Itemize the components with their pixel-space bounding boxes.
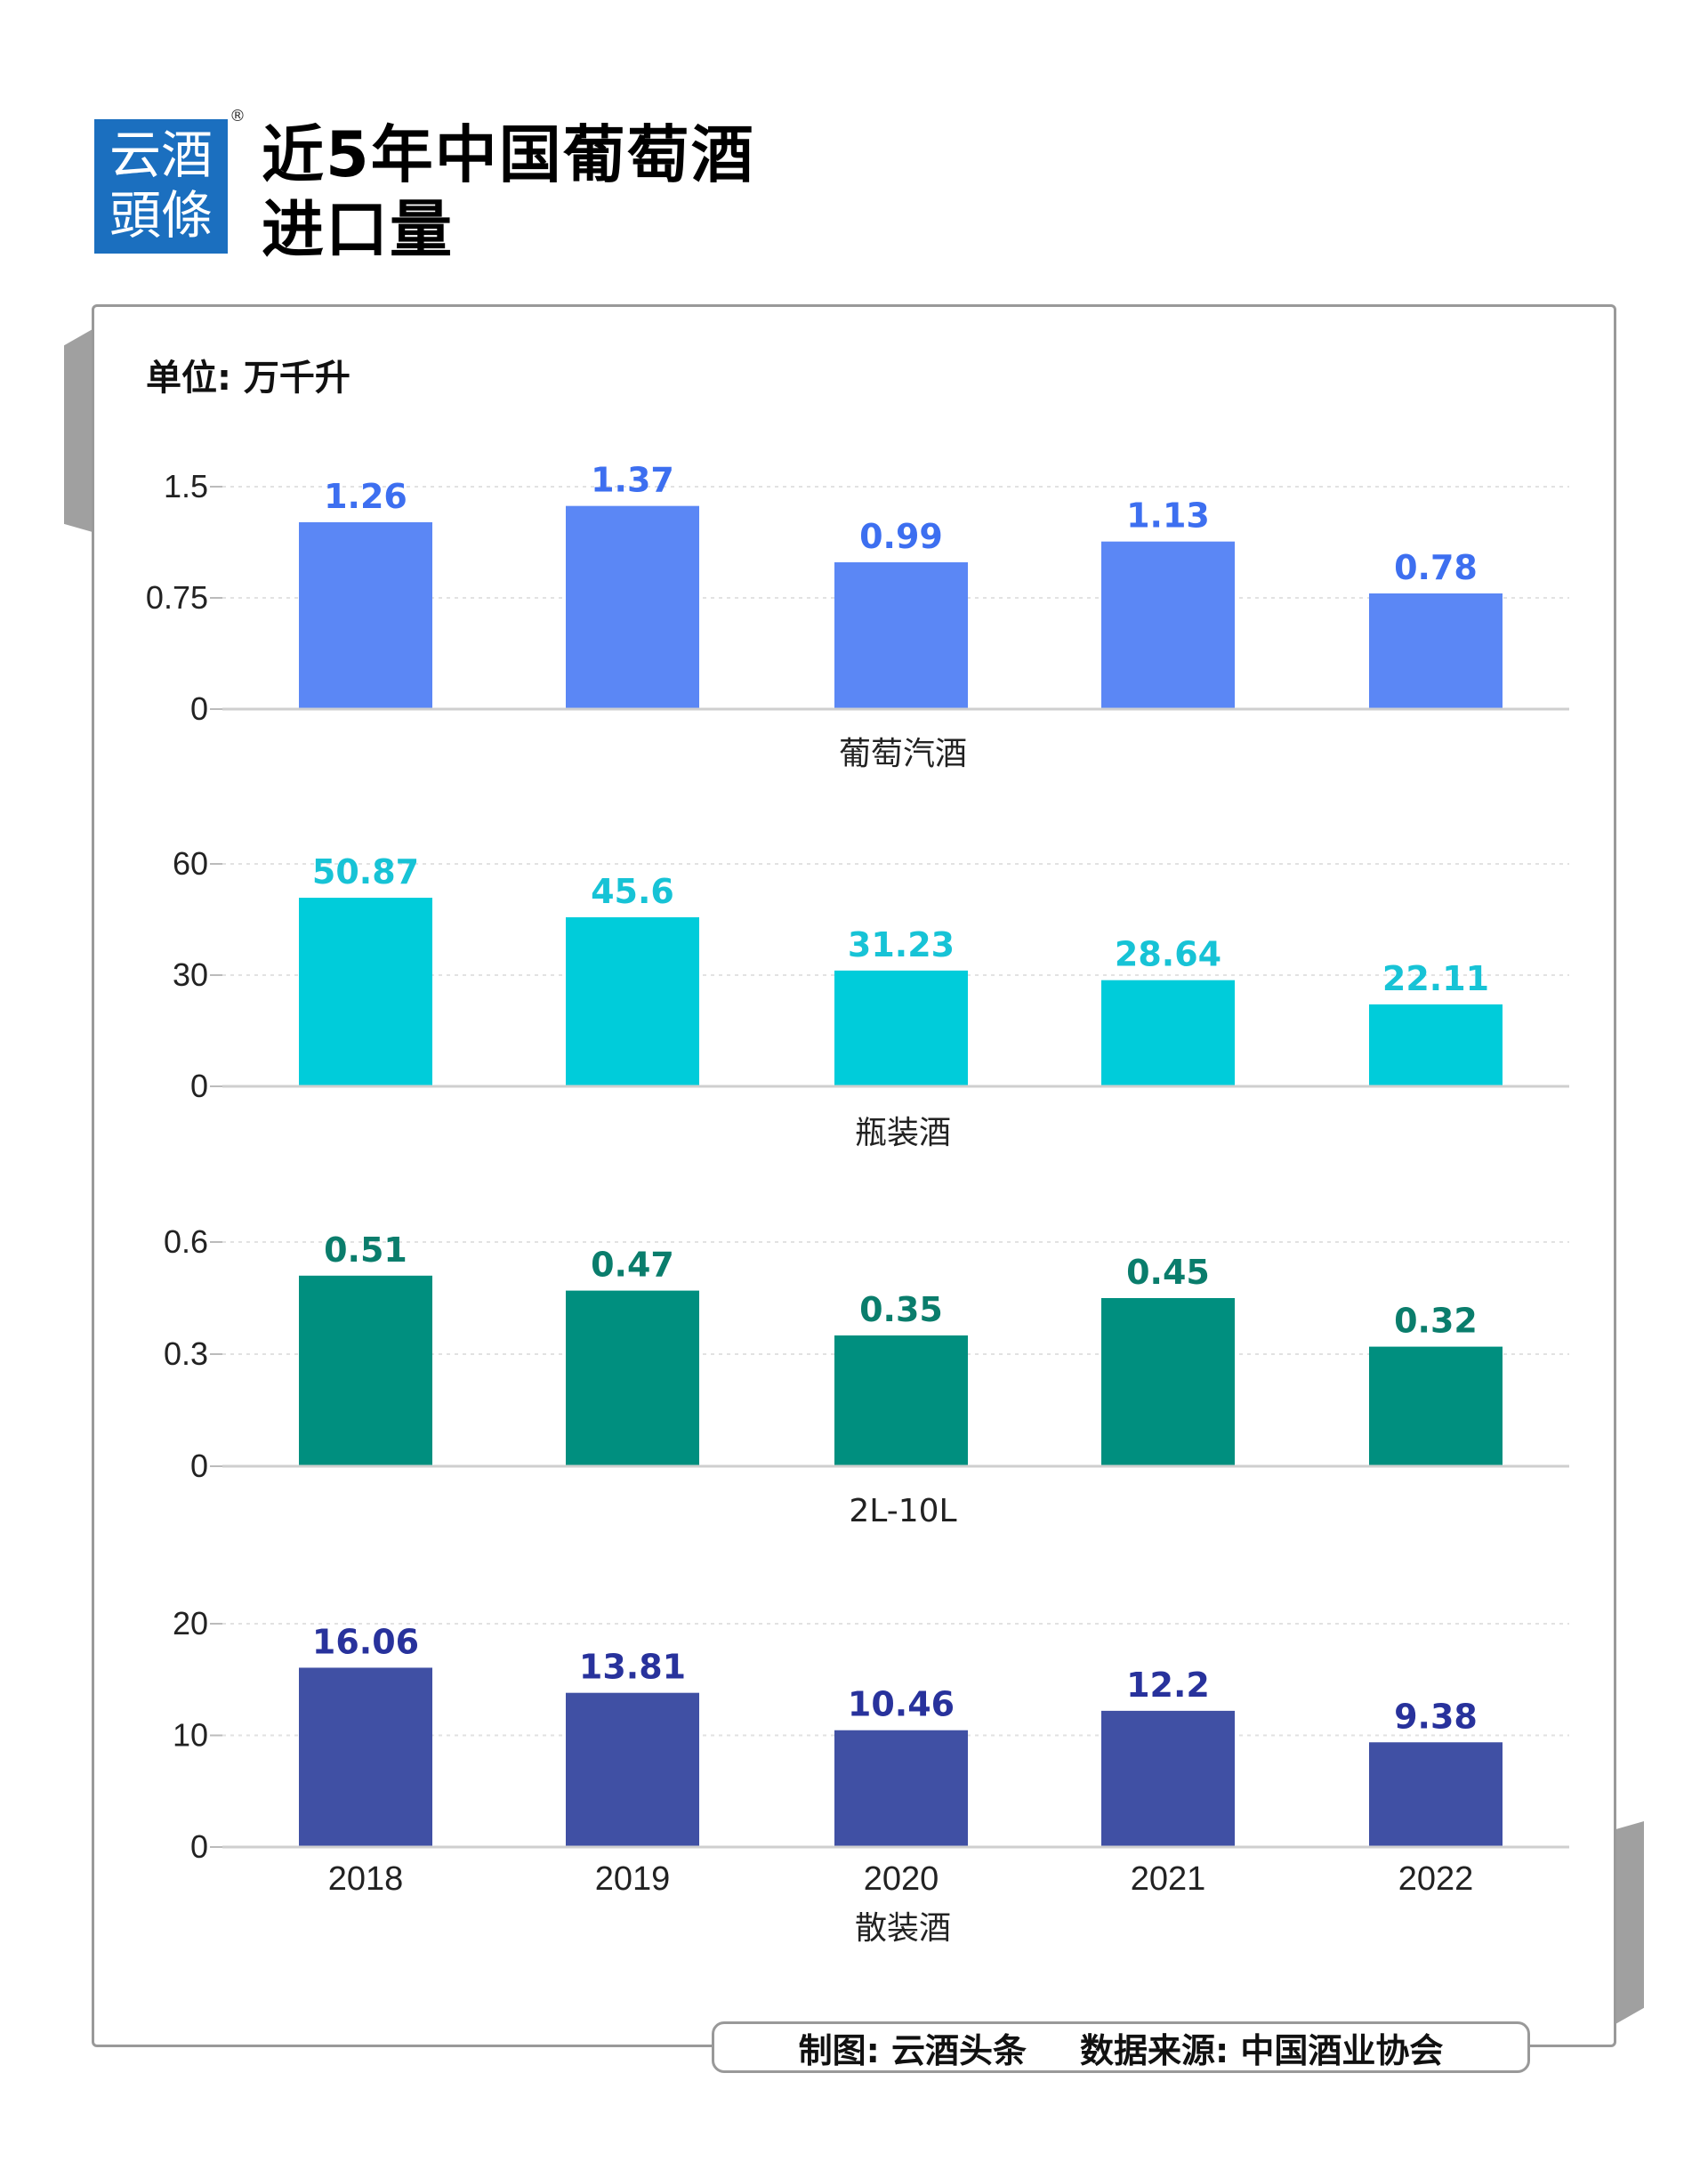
bar-2019 bbox=[566, 1290, 699, 1466]
data-label: 50.87 bbox=[312, 852, 419, 891]
decor-left bbox=[64, 329, 93, 532]
data-label: 12.2 bbox=[1126, 1666, 1210, 1705]
bar-2019 bbox=[566, 1692, 699, 1847]
logo-line2: 頭條 bbox=[109, 185, 213, 246]
data-label: 9.38 bbox=[1394, 1697, 1478, 1736]
data-label: 0.99 bbox=[859, 517, 943, 556]
bar-2018 bbox=[299, 522, 432, 709]
footer-credit: 制图: 云酒头条 数据来源: 中国酒业协会 bbox=[712, 2021, 1530, 2073]
data-label: 28.64 bbox=[1115, 935, 1221, 974]
title-line2: 进口量 bbox=[262, 193, 454, 266]
footer-made-by: 制图: 云酒头条 bbox=[798, 2030, 1027, 2070]
y-tick-label: 0 bbox=[190, 690, 208, 727]
bar-2021 bbox=[1101, 980, 1235, 1086]
category-label: 散装酒 bbox=[855, 1910, 951, 1947]
y-tick-label: 20 bbox=[173, 1605, 208, 1642]
y-tick-label: 60 bbox=[173, 845, 208, 882]
data-label: 0.51 bbox=[324, 1230, 407, 1270]
bar-2021 bbox=[1101, 1298, 1235, 1466]
data-label: 1.13 bbox=[1126, 496, 1210, 536]
bar-2020 bbox=[834, 1730, 968, 1847]
data-label: 0.47 bbox=[591, 1246, 674, 1285]
y-tick-label: 10 bbox=[173, 1717, 208, 1754]
y-tick-label: 0 bbox=[190, 1448, 208, 1484]
y-tick-label: 0 bbox=[190, 1828, 208, 1865]
category-label: 2L-10L bbox=[849, 1493, 956, 1529]
bar-2022 bbox=[1369, 1346, 1503, 1466]
bar-2019 bbox=[566, 505, 699, 709]
bar-2018 bbox=[299, 898, 432, 1086]
y-tick-label: 0.75 bbox=[146, 579, 208, 616]
data-label: 16.06 bbox=[312, 1622, 419, 1661]
data-label: 0.35 bbox=[859, 1290, 943, 1329]
y-tick-label: 1.5 bbox=[164, 468, 208, 504]
data-label: 0.32 bbox=[1394, 1302, 1478, 1341]
page-title: 近5年中国葡萄酒 进口量 bbox=[262, 117, 755, 267]
data-label: 0.45 bbox=[1126, 1253, 1210, 1292]
bar-2020 bbox=[834, 1335, 968, 1466]
y-tick-label: 0 bbox=[190, 1068, 208, 1104]
data-label: 45.6 bbox=[591, 872, 674, 911]
y-tick-label: 30 bbox=[173, 956, 208, 993]
bar-2019 bbox=[566, 917, 699, 1086]
x-tick-label: 2022 bbox=[1398, 1860, 1474, 1898]
bar-2018 bbox=[299, 1667, 432, 1847]
data-label: 10.46 bbox=[848, 1685, 955, 1724]
bar-2021 bbox=[1101, 541, 1235, 709]
bar-2018 bbox=[299, 1275, 432, 1466]
category-label: 瓶装酒 bbox=[855, 1115, 951, 1151]
bar-2022 bbox=[1369, 1004, 1503, 1086]
bar-2020 bbox=[834, 970, 968, 1086]
data-label: 1.37 bbox=[591, 461, 674, 500]
decor-right bbox=[1615, 1821, 1644, 2024]
x-tick-label: 2018 bbox=[328, 1860, 404, 1898]
unit-label: 单位: 万千升 bbox=[146, 358, 350, 399]
bar-2022 bbox=[1369, 1742, 1503, 1847]
logo-line1: 云酒 bbox=[109, 125, 213, 185]
x-tick-label: 2021 bbox=[1131, 1860, 1206, 1898]
y-tick-label: 0.6 bbox=[164, 1223, 208, 1260]
logo: 云酒 頭條 bbox=[94, 119, 228, 254]
bar-2022 bbox=[1369, 593, 1503, 709]
data-label: 13.81 bbox=[579, 1648, 686, 1687]
x-tick-label: 2019 bbox=[595, 1860, 671, 1898]
data-label: 31.23 bbox=[848, 925, 955, 964]
x-tick-label: 2020 bbox=[864, 1860, 939, 1898]
y-tick-label: 0.3 bbox=[164, 1335, 208, 1372]
data-label: 22.11 bbox=[1382, 959, 1489, 998]
data-label: 1.26 bbox=[324, 477, 407, 516]
bar-2020 bbox=[834, 562, 968, 709]
data-label: 0.78 bbox=[1394, 548, 1478, 587]
category-label: 葡萄汽酒 bbox=[839, 736, 967, 772]
footer-source: 数据来源: 中国酒业协会 bbox=[1080, 2030, 1444, 2070]
registered-mark: ® bbox=[230, 107, 246, 125]
title-line1: 近5年中国葡萄酒 bbox=[262, 118, 755, 191]
bar-2021 bbox=[1101, 1710, 1235, 1847]
